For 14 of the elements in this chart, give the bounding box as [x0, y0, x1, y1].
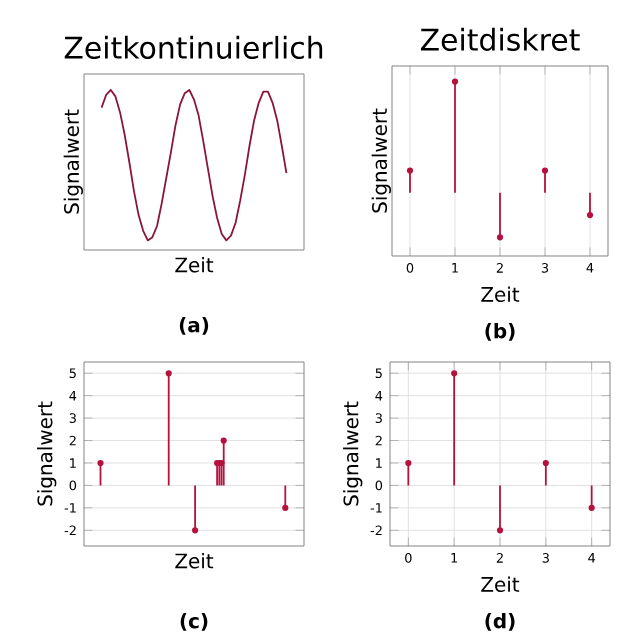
text: (d): [485, 613, 515, 631]
x-axis-title: Zeit: [481, 576, 520, 592]
x-axis-title: Zeit: [175, 257, 214, 273]
text: (b): [485, 323, 515, 341]
y-axis-title: Signalwert: [343, 401, 363, 506]
text: (a): [179, 317, 209, 335]
x-axis-title: Zeit: [175, 553, 214, 569]
chart-title: Zeitkontinuierlich: [64, 35, 323, 59]
text: (c): [180, 613, 208, 631]
y-axis-title: Signalwert: [63, 109, 83, 214]
x-axis-title: Zeit: [481, 286, 520, 302]
y-axis-title: Signalwert: [37, 401, 57, 506]
y-axis-title: Signalwert: [371, 108, 391, 213]
chart-title: Zeitdiskret: [420, 27, 580, 51]
